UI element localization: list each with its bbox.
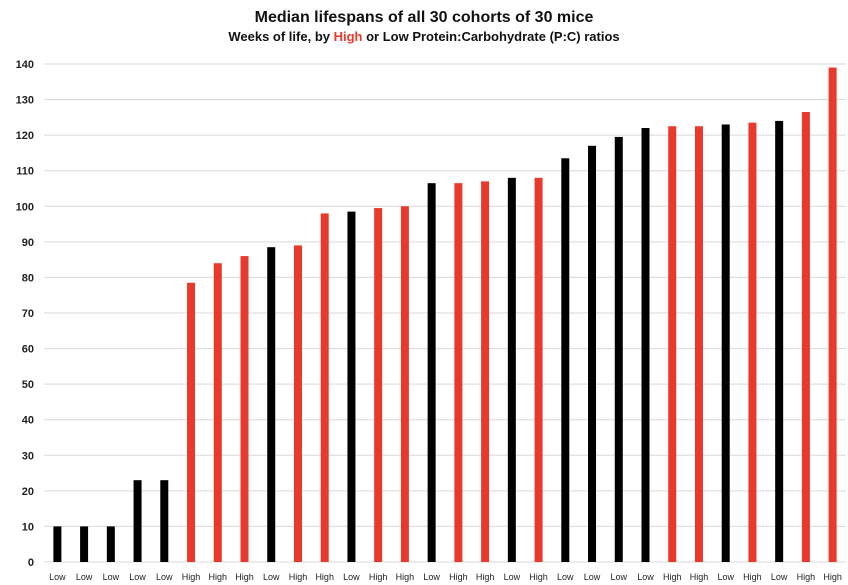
x-tick-label: High	[743, 572, 762, 582]
x-tick-label: Low	[771, 572, 788, 582]
bar	[748, 122, 757, 562]
bar	[721, 124, 730, 562]
y-tick-label: 70	[22, 308, 34, 320]
bar	[694, 126, 703, 562]
bar	[267, 247, 276, 562]
bar	[400, 206, 409, 563]
y-tick-label: 80	[22, 272, 34, 284]
bar	[213, 263, 222, 562]
x-tick-label: Low	[423, 572, 440, 582]
bar	[133, 480, 142, 562]
subtitle-highlight: High	[333, 29, 363, 44]
x-tick-label: Low	[103, 572, 120, 582]
bar	[561, 158, 570, 562]
x-tick-label: Low	[717, 572, 734, 582]
bar	[106, 526, 115, 562]
y-tick-label: 100	[16, 201, 34, 213]
x-tick-label: High	[209, 572, 228, 582]
x-tick-label: Low	[156, 572, 173, 582]
x-tick-label: High	[476, 572, 495, 582]
x-tick-label: High	[449, 572, 468, 582]
bar	[347, 211, 356, 562]
chart-title: Median lifespans of all 30 cohorts of 30…	[254, 9, 594, 26]
x-tick-label: Low	[557, 572, 574, 582]
x-tick-label: High	[396, 572, 415, 582]
subtitle-prefix: Weeks of life, by	[228, 29, 334, 44]
y-tick-label: 40	[22, 415, 34, 427]
x-tick-label: High	[289, 572, 308, 582]
y-tick-label: 60	[22, 344, 34, 356]
bar	[427, 183, 436, 562]
x-tick-label: Low	[49, 572, 66, 582]
chart-subtitle: Weeks of life, by High or Low Protein:Ca…	[0, 28, 848, 46]
y-tick-label: 140	[16, 59, 34, 71]
x-tick-label: High	[529, 572, 548, 582]
x-tick-label: Low	[584, 572, 601, 582]
x-tick-label: High	[690, 572, 709, 582]
title-block: Median lifespans of all 30 cohorts of 30…	[0, 8, 848, 46]
bar	[187, 282, 196, 562]
bar	[454, 183, 463, 562]
x-tick-label: Low	[76, 572, 93, 582]
y-tick-label: 50	[22, 379, 34, 391]
bar	[507, 177, 516, 563]
bar	[374, 208, 383, 563]
x-tick-label: Low	[637, 572, 654, 582]
x-tick-label: Low	[343, 572, 360, 582]
bar	[614, 136, 623, 562]
x-tick-label: High	[797, 572, 816, 582]
bar	[801, 112, 810, 563]
y-tick-label: 0	[28, 557, 34, 569]
y-tick-label: 20	[22, 486, 34, 498]
y-tick-label: 30	[22, 450, 34, 462]
x-tick-label: Low	[504, 572, 521, 582]
x-tick-label: High	[663, 572, 682, 582]
bar	[534, 177, 543, 563]
bar	[53, 526, 62, 562]
x-tick-label: High	[369, 572, 388, 582]
bar	[668, 126, 677, 562]
bar	[641, 128, 650, 562]
x-tick-label: High	[315, 572, 334, 582]
x-tick-label: Low	[263, 572, 280, 582]
subtitle-suffix: or Low Protein:Carbohydrate (P:C) ratios	[362, 29, 620, 44]
x-tick-label: Low	[129, 572, 146, 582]
x-tick-label: Low	[611, 572, 628, 582]
y-tick-label: 110	[16, 166, 34, 178]
bar	[160, 480, 169, 562]
y-tick-label: 10	[22, 521, 34, 533]
y-tick-label: 90	[22, 237, 34, 249]
x-tick-label: High	[823, 572, 842, 582]
bar	[588, 145, 597, 563]
bar	[80, 526, 89, 562]
bar	[775, 120, 784, 563]
bar	[240, 256, 249, 562]
bar	[320, 213, 329, 562]
bar	[293, 245, 302, 562]
bar	[481, 181, 490, 562]
x-tick-label: High	[182, 572, 201, 582]
y-tick-label: 120	[16, 130, 34, 142]
x-tick-label: High	[235, 572, 254, 582]
y-tick-label: 130	[16, 95, 34, 107]
bar	[828, 67, 837, 563]
